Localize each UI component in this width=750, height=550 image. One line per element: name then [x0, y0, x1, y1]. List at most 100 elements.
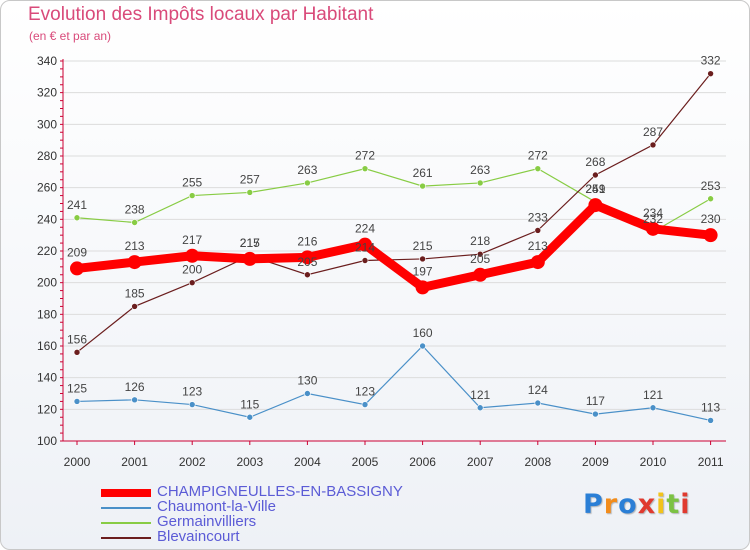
proxiti-logo: Proxiti	[583, 489, 691, 520]
data-point-champigneulles-en-bassigny	[185, 248, 200, 263]
legend-swatch	[101, 522, 151, 524]
data-point-germainvilliers	[534, 165, 542, 172]
chart-subtitle: (en € et par an)	[29, 29, 112, 43]
data-label-champigneulles-en-bassigny: 209	[67, 245, 87, 259]
data-point-champigneulles-en-bassigny	[242, 251, 257, 266]
data-label-blevaincourt: 268	[585, 155, 605, 169]
data-point-germainvilliers	[73, 214, 81, 222]
data-label-chaumont-la-ville: 117	[586, 394, 605, 408]
data-point-germainvilliers	[476, 179, 484, 187]
data-point-champigneulles-en-bassigny	[300, 250, 315, 265]
data-point-champigneulles-en-bassigny	[530, 255, 545, 270]
data-point-chaumont-la-ville	[476, 404, 484, 412]
data-label-chaumont-la-ville: 121	[470, 388, 490, 402]
data-point-blevaincourt	[188, 279, 196, 286]
y-tick-label: 220	[37, 244, 57, 258]
data-label-chaumont-la-ville: 124	[528, 383, 548, 397]
x-tick-label: 2009	[582, 455, 609, 469]
data-label-blevaincourt: 185	[125, 286, 145, 300]
data-point-germainvilliers	[246, 189, 254, 196]
data-label-layer: 125 126 123 115 130 123 160 121 124 117 121 113 241 2…	[67, 54, 721, 415]
logo-letter: x	[637, 489, 657, 520]
series-line-germainvilliers	[76, 168, 711, 233]
data-label-chaumont-la-ville: 123	[355, 385, 375, 399]
legend-label: Blevaincourt	[157, 528, 240, 545]
legend-swatch	[101, 537, 151, 539]
data-point-blevaincourt	[707, 70, 714, 77]
x-tick-label: 2008	[524, 455, 551, 469]
series-layer	[70, 70, 718, 424]
data-point-chaumont-la-ville	[534, 399, 542, 407]
data-point-champigneulles-en-bassigny	[127, 255, 142, 270]
data-label-chaumont-la-ville: 123	[182, 385, 202, 399]
data-label-chaumont-la-ville: 126	[125, 380, 145, 394]
data-point-blevaincourt	[419, 255, 426, 263]
y-tick-label: 300	[37, 117, 57, 131]
legend-swatch	[101, 507, 151, 509]
data-point-chaumont-la-ville	[592, 410, 599, 418]
y-tick-label: 240	[37, 212, 57, 226]
series-line-chaumont-la-ville	[76, 345, 711, 422]
data-label-germainvilliers: 272	[355, 149, 375, 163]
data-label-champigneulles-en-bassigny: 213	[125, 239, 145, 253]
data-label-champigneulles-en-bassigny: 217	[182, 233, 202, 247]
data-point-champigneulles-en-bassigny	[415, 280, 430, 295]
data-label-germainvilliers: 255	[182, 176, 202, 190]
data-label-germainvilliers: 263	[297, 163, 317, 177]
data-label-blevaincourt: 214	[355, 241, 375, 255]
data-point-chaumont-la-ville	[419, 342, 426, 350]
data-point-chaumont-la-ville	[361, 401, 369, 408]
data-point-germainvilliers	[707, 195, 714, 203]
x-tick-label: 2006	[409, 455, 436, 469]
data-point-blevaincourt	[649, 141, 657, 149]
data-point-germainvilliers	[304, 179, 311, 187]
data-point-chaumont-la-ville	[707, 417, 714, 424]
data-label-blevaincourt: 233	[528, 210, 548, 224]
data-point-chaumont-la-ville	[188, 401, 196, 408]
data-point-champigneulles-en-bassigny	[70, 261, 84, 276]
data-point-champigneulles-en-bassigny	[358, 237, 372, 252]
y-tick-label: 260	[37, 181, 57, 195]
data-point-chaumont-la-ville	[304, 390, 311, 397]
data-label-chaumont-la-ville: 160	[413, 326, 433, 340]
data-label-blevaincourt: 156	[67, 332, 87, 346]
y-tick-label: 200	[37, 276, 57, 290]
y-tick-label: 320	[37, 86, 57, 100]
y-tick-label: 180	[37, 307, 57, 321]
data-label-blevaincourt: 332	[701, 54, 721, 68]
x-tick-label: 2007	[467, 455, 494, 469]
data-label-germainvilliers: 232	[643, 212, 663, 226]
data-label-chaumont-la-ville: 130	[297, 374, 317, 388]
data-point-chaumont-la-ville	[246, 413, 254, 421]
data-point-blevaincourt	[534, 227, 542, 234]
data-point-blevaincourt	[304, 271, 311, 279]
x-tick-label: 2000	[64, 455, 91, 469]
data-label-blevaincourt: 205	[297, 255, 317, 269]
data-point-champigneulles-en-bassigny	[646, 221, 660, 236]
data-label-champigneulles-en-bassigny: 205	[470, 252, 490, 266]
data-label-champigneulles-en-bassigny: 216	[297, 234, 317, 248]
x-tick-label: 2010	[640, 455, 667, 469]
data-label-germainvilliers: 253	[701, 179, 721, 193]
logo-letter: r	[603, 489, 619, 520]
chart-title: Evolution des Impôts locaux par Habitant	[28, 4, 374, 25]
data-point-chaumont-la-ville	[131, 396, 138, 404]
x-tick-label: 2004	[294, 455, 321, 469]
series-line-blevaincourt	[76, 73, 712, 353]
data-label-germainvilliers: 257	[240, 172, 260, 186]
data-label-chaumont-la-ville: 125	[67, 381, 87, 395]
data-label-champigneulles-en-bassigny: 234	[643, 206, 663, 220]
data-point-germainvilliers	[188, 192, 196, 199]
axis-layer: 100 120 140 160 180 200 220 240 260 280 300 320 340 2…	[37, 54, 726, 469]
data-point-blevaincourt	[361, 257, 369, 264]
x-tick-label: 2003	[236, 455, 263, 469]
legend-label: CHAMPIGNEULLES-EN-BASSIGNY	[157, 483, 403, 500]
data-label-chaumont-la-ville: 121	[643, 388, 663, 402]
legend-label: Germainvilliers	[157, 513, 257, 530]
logo-letter: i	[656, 489, 667, 520]
data-label-blevaincourt: 200	[182, 263, 202, 277]
data-point-champigneulles-en-bassigny	[588, 198, 603, 213]
logo-letter: o	[618, 489, 638, 520]
